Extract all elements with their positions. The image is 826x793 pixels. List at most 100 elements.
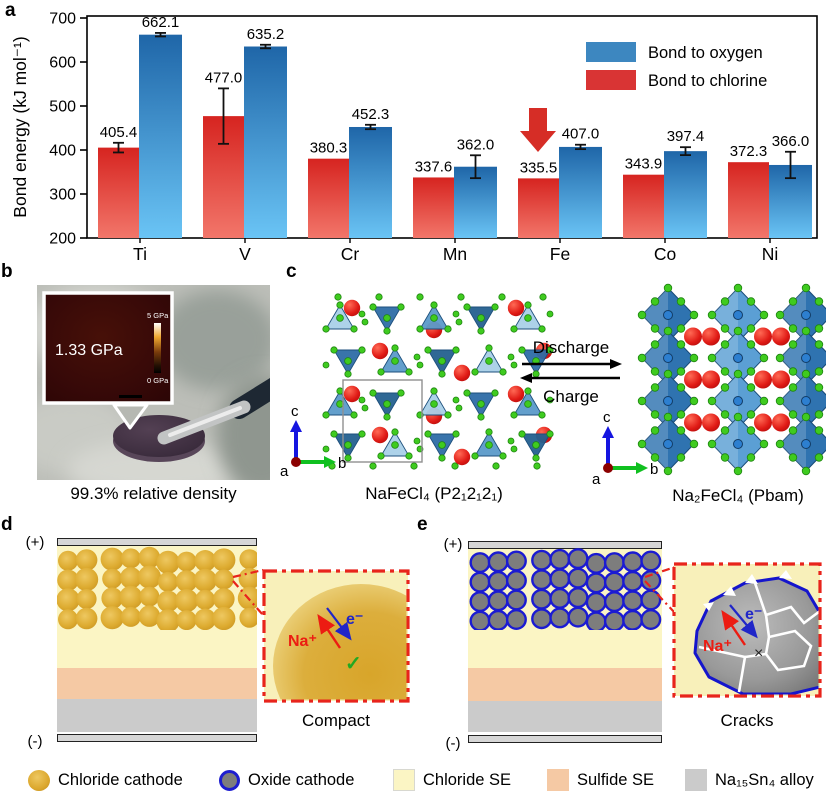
chart-bar <box>308 158 349 238</box>
cl-atom <box>334 293 342 301</box>
positive-terminal: (+) <box>25 534 45 551</box>
chart-bar <box>518 178 559 238</box>
cl-atom <box>650 324 660 333</box>
cl-atom <box>336 314 344 322</box>
spalled-fragments <box>703 570 792 611</box>
alloy-anode-layer <box>57 699 257 732</box>
y-tick-label: 500 <box>49 99 76 116</box>
alloy-swatch <box>685 769 707 791</box>
cl-atom <box>510 361 518 369</box>
octahedron-face <box>642 288 668 342</box>
cl-atom <box>336 387 344 395</box>
cl-atom <box>663 369 673 379</box>
na-atom <box>702 370 720 389</box>
oxide-cathode-particles <box>469 548 662 630</box>
y-tick-label: 600 <box>49 55 76 72</box>
legend-item-chloride-cathode: Chloride cathode <box>28 768 183 792</box>
oxide-cathode-particle <box>531 569 553 591</box>
cl-atom <box>491 389 499 397</box>
cl-atom <box>452 396 460 404</box>
cl-atom <box>492 462 500 470</box>
oxide-cathode-particle <box>549 548 571 570</box>
cl-atom <box>746 383 756 392</box>
cl-atom <box>358 346 366 354</box>
bottom-current-collector <box>57 734 257 742</box>
chart-bar <box>244 46 287 239</box>
chloride-cathode-particle <box>120 548 141 569</box>
cl-atom <box>416 293 424 301</box>
y-tick-label: 700 <box>49 11 76 28</box>
cl-atom <box>358 430 366 438</box>
chloride-cathode-particle <box>75 567 99 592</box>
octahedron-face <box>642 417 668 471</box>
cl-atom <box>477 400 485 408</box>
x-category-label: V <box>239 244 251 262</box>
cl-atom <box>814 453 824 462</box>
fe-atom <box>663 310 673 320</box>
electron-arrow <box>729 604 758 639</box>
chloride-cathode-particle <box>139 586 160 607</box>
cl-atom <box>322 411 330 419</box>
cl-atom <box>650 383 660 392</box>
na-atom <box>702 413 720 432</box>
cl-atom <box>788 297 798 306</box>
cl-atom <box>746 297 756 306</box>
cl-atom <box>707 396 717 406</box>
x-category-label: Cr <box>341 244 360 262</box>
na2fecl4-structure <box>637 283 826 476</box>
oxide-cathode-particle <box>487 551 509 573</box>
cl-atom <box>746 340 756 349</box>
oxide-cathode-particle <box>487 570 509 592</box>
sulfide-se-swatch <box>547 769 569 791</box>
octahedron-face <box>780 331 806 385</box>
chloride-cathode-particle <box>157 590 179 613</box>
fe-atom <box>733 353 743 363</box>
chloride-cathode-particle <box>156 550 180 574</box>
oxide-cathode-particle <box>603 610 625 630</box>
cl-atom <box>397 303 405 311</box>
x-category-label: Co <box>654 244 676 262</box>
x-category-label: Ni <box>762 244 779 262</box>
cl-atom <box>330 430 338 438</box>
bar-value-label: 343.9 <box>625 156 663 173</box>
cl-atom <box>369 389 377 397</box>
cl-atom <box>330 346 338 354</box>
na-ion-arrow <box>721 610 746 646</box>
axis-a-label: a <box>280 463 289 480</box>
cl-atom <box>814 324 824 333</box>
cl-atom <box>518 430 526 438</box>
chloride-cathode-swatch <box>28 769 50 791</box>
pellet-photo: 1.33 GPa 5 GPa 0 GPa <box>37 285 270 480</box>
cl-atom <box>477 314 485 322</box>
cl-atom <box>444 325 452 333</box>
chloride-cathode-particle <box>176 610 197 630</box>
cl-atom <box>788 410 798 419</box>
x-category-label: Mn <box>443 244 467 262</box>
cl-atom <box>452 346 460 354</box>
cl-atom <box>463 389 471 397</box>
oxide-cathode-particle <box>567 606 589 628</box>
cl-atom <box>775 439 785 449</box>
cl-atom <box>524 301 532 309</box>
cracks-caption: Cracks <box>720 711 774 730</box>
bar-value-label: 380.3 <box>310 140 348 157</box>
cl-atom <box>759 353 769 363</box>
cl-atom <box>405 452 413 460</box>
compact-particle <box>273 584 407 700</box>
cl-atom <box>358 310 366 318</box>
discharge-arrow <box>610 359 622 369</box>
y-axis-title: Bond energy (kJ mol⁻¹) <box>10 36 30 217</box>
oxide-cathode-particle <box>585 611 607 630</box>
oxide-cathode-particle <box>487 590 509 612</box>
cl-atom <box>546 310 554 318</box>
chloride-cathode-particle <box>57 569 79 592</box>
cl-atom <box>375 293 383 301</box>
cl-atom <box>430 400 438 408</box>
cl-atom <box>720 340 730 349</box>
compact-inset: Na⁺ e⁻ ✓ <box>262 569 410 703</box>
cl-atom <box>391 441 399 449</box>
panel-b-caption: 99.3% relative density <box>70 484 237 503</box>
fe-atom <box>801 353 811 363</box>
cl-atom <box>383 413 391 421</box>
legend-label: Oxide cathode <box>248 770 355 789</box>
